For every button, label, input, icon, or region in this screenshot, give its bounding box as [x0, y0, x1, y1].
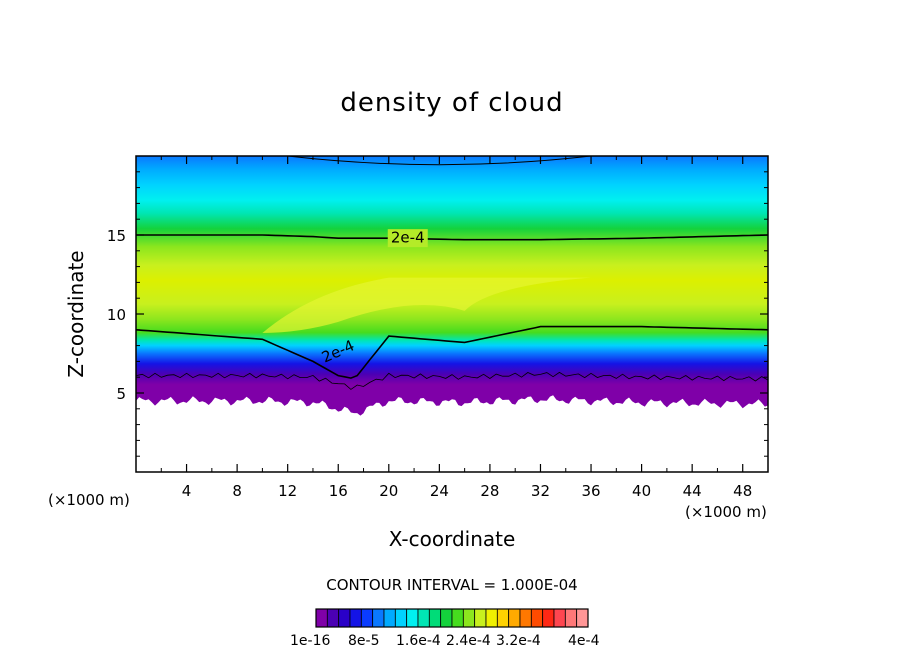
colorbar-swatch — [564, 608, 578, 628]
contour-label-upper: 2e-4 — [391, 229, 425, 247]
colorbar-swatch — [383, 608, 396, 628]
contour-line-upper — [136, 234, 768, 241]
x-tick-label: 28 — [480, 482, 499, 500]
x-unit-right: (×1000 m) — [685, 503, 767, 521]
colorbar-swatch — [326, 608, 340, 628]
x-tick-label: 48 — [733, 482, 752, 500]
x-tick-label: 32 — [531, 482, 550, 500]
colorbar-swatch — [496, 608, 510, 628]
x-tick-label: 8 — [232, 482, 242, 500]
colorbar-swatch — [576, 608, 589, 628]
colorbar-swatch — [315, 608, 328, 628]
x-unit-left: (×1000 m) — [48, 491, 130, 509]
colorbar-swatch — [360, 608, 374, 628]
colorbar-swatch — [372, 608, 385, 628]
plot-area: 2e-42e-4 — [136, 156, 768, 416]
contour-label-background — [387, 229, 428, 248]
colorbar-label: 1.6e-4 — [396, 633, 441, 649]
x-tick-label: 20 — [379, 482, 398, 500]
y-axis-label: Z-coordinate — [64, 250, 88, 378]
colorbar-label: 1e-16 — [290, 633, 331, 649]
colorbar-swatch — [428, 608, 442, 628]
colorbar-label: 8e-5 — [348, 633, 380, 649]
y-tick-label: 10 — [107, 306, 126, 324]
colorbar-label: 3.2e-4 — [496, 633, 541, 649]
colorbar-swatch — [508, 608, 521, 628]
x-tick-label: 36 — [581, 482, 600, 500]
colorbar-swatch — [485, 608, 498, 628]
colorbar — [315, 608, 589, 628]
density-maximum-region — [262, 277, 592, 333]
colorbar-frame — [315, 608, 589, 628]
colorbar-label: 4e-4 — [568, 633, 600, 649]
contour-line-edge — [136, 371, 768, 390]
contour-line-lower — [136, 325, 768, 379]
colorbar-swatch — [451, 608, 464, 628]
x-tick-label: 4 — [182, 482, 192, 500]
y-tick-label: 5 — [116, 385, 126, 403]
chart-title: density of cloud — [340, 88, 564, 118]
x-tick-label: 24 — [430, 482, 449, 500]
x-tick-label: 16 — [329, 482, 348, 500]
colorbar-label: 2.4e-4 — [446, 633, 491, 649]
colorbar-swatch — [440, 608, 453, 628]
colorbar-swatch — [530, 608, 544, 628]
x-tick-label: 12 — [278, 482, 297, 500]
colorbar-swatch — [349, 608, 362, 628]
colorbar-swatch — [406, 608, 419, 628]
colorbar-swatch — [519, 608, 532, 628]
colorbar-swatch — [462, 608, 476, 628]
colorbar-swatch — [417, 608, 430, 628]
colorbar-swatch — [553, 608, 566, 628]
x-tick-label: 44 — [683, 482, 702, 500]
colorbar-swatch — [542, 608, 555, 628]
contour-interval-text: CONTOUR INTERVAL = 1.000E-04 — [326, 576, 578, 594]
colorbar-swatch — [338, 608, 351, 628]
x-tick-label: 40 — [632, 482, 651, 500]
y-tick-label: 15 — [107, 227, 126, 245]
x-axis-label: X-coordinate — [388, 527, 516, 551]
colorbar-swatch — [394, 608, 408, 628]
colorbar-swatch — [474, 608, 487, 628]
contour-line-top — [287, 156, 592, 166]
